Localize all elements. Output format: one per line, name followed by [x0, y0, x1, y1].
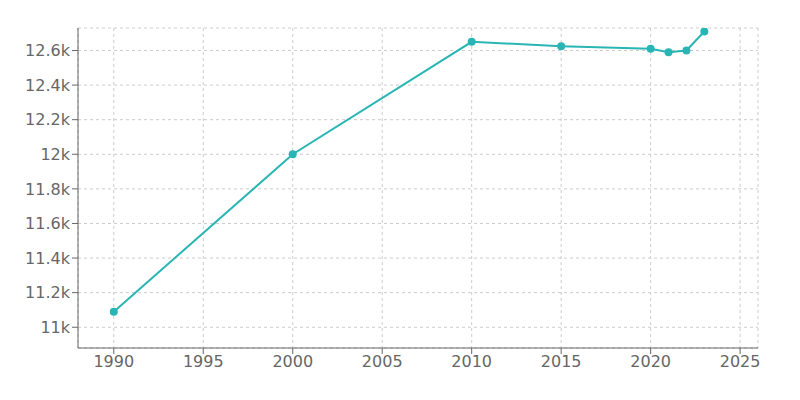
svg-text:2000: 2000 [272, 352, 313, 371]
svg-text:2005: 2005 [362, 352, 403, 371]
svg-text:1990: 1990 [93, 352, 134, 371]
svg-text:11.6k: 11.6k [25, 214, 71, 233]
svg-text:12.6k: 12.6k [25, 41, 71, 60]
svg-text:2025: 2025 [720, 352, 761, 371]
svg-text:2020: 2020 [630, 352, 671, 371]
svg-text:12.4k: 12.4k [25, 76, 71, 95]
svg-text:11.2k: 11.2k [25, 283, 71, 302]
svg-text:12k: 12k [40, 145, 70, 164]
svg-text:12.2k: 12.2k [25, 110, 71, 129]
svg-text:11.8k: 11.8k [25, 180, 71, 199]
svg-text:11k: 11k [40, 318, 70, 337]
svg-text:11.4k: 11.4k [25, 249, 71, 268]
svg-text:2015: 2015 [541, 352, 582, 371]
svg-text:2010: 2010 [451, 352, 492, 371]
svg-text:1995: 1995 [183, 352, 224, 371]
